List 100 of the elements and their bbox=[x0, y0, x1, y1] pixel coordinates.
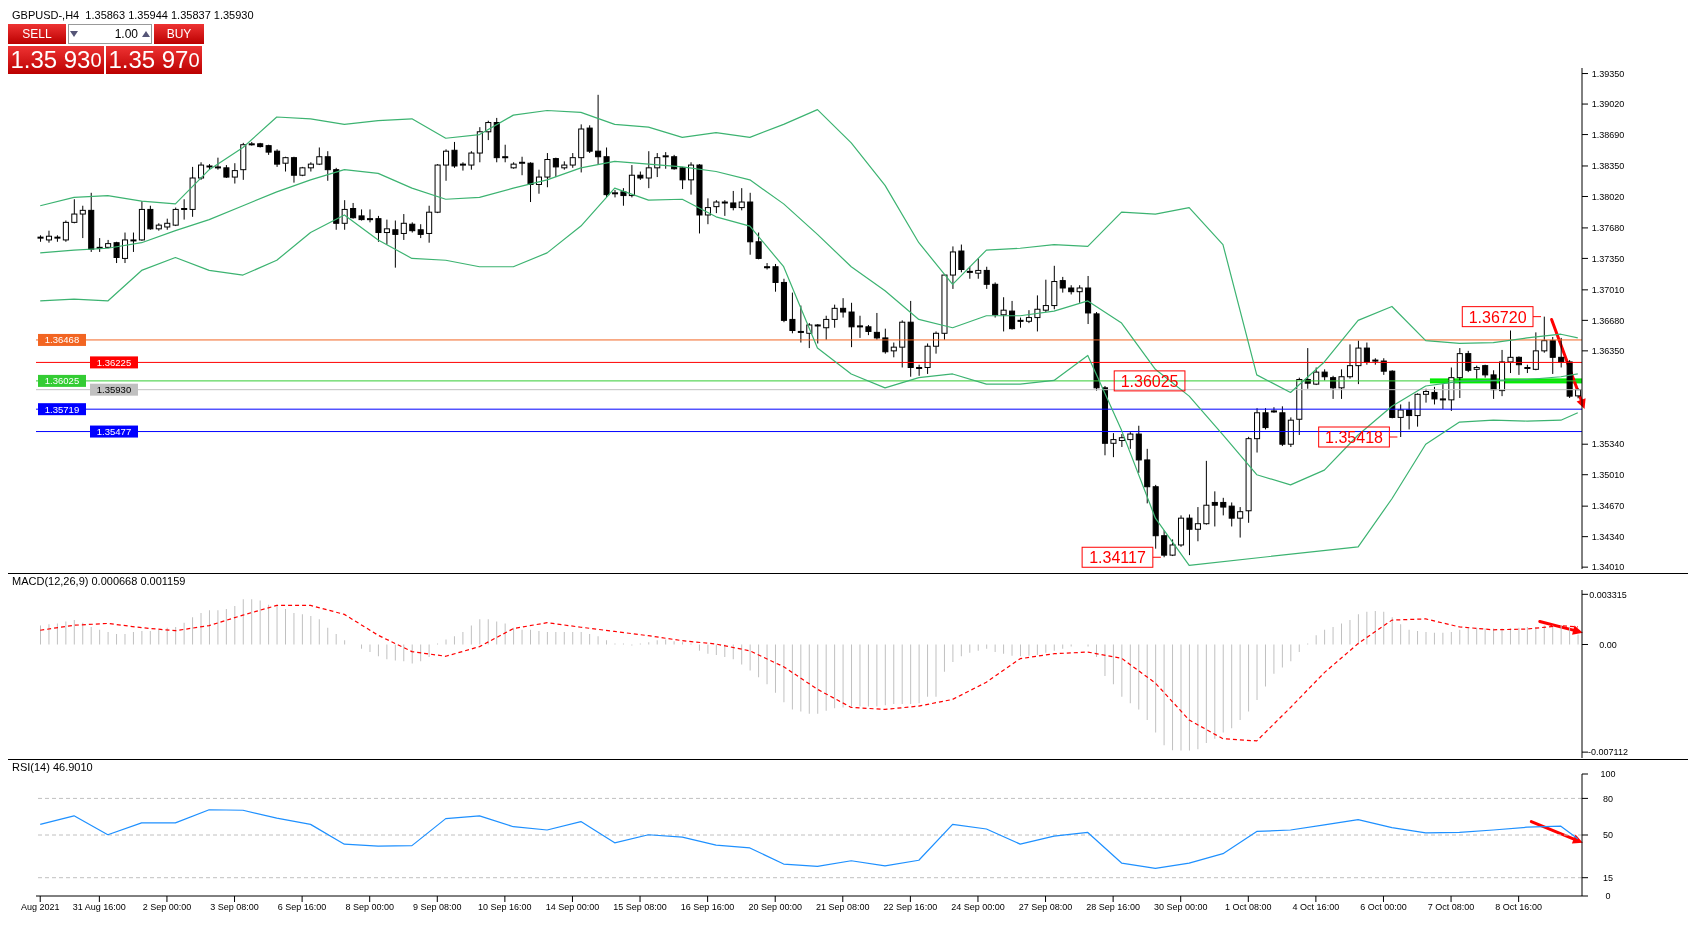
y-tick-label: 1.38350 bbox=[1591, 161, 1625, 172]
y-tick-label: 1.37350 bbox=[1591, 253, 1625, 264]
candlestick bbox=[341, 199, 348, 231]
candlestick bbox=[1558, 337, 1565, 368]
candlestick bbox=[392, 220, 399, 269]
candlestick bbox=[1414, 392, 1421, 428]
candlestick bbox=[1465, 350, 1472, 373]
candlestick bbox=[983, 266, 990, 290]
x-tick-label: 6 Oct 00:00 bbox=[1360, 902, 1407, 913]
x-tick-label: 9 Sep 08:00 bbox=[413, 902, 462, 913]
x-tick-label: Aug 2021 bbox=[20, 902, 60, 913]
y-tick-label: 1.36680 bbox=[1591, 315, 1625, 326]
y-tick-label: 1.39020 bbox=[1591, 99, 1625, 110]
candlestick bbox=[1194, 506, 1201, 542]
candlestick bbox=[1000, 296, 1007, 332]
candlestick bbox=[628, 164, 635, 198]
candlestick bbox=[45, 230, 53, 244]
x-tick-label: 20 Sep 00:00 bbox=[748, 902, 802, 913]
candlestick bbox=[738, 187, 745, 211]
y-tick-label: 1.34670 bbox=[1591, 501, 1625, 512]
candlestick bbox=[797, 305, 804, 344]
chart-title: MACD(12,26,9) 0.000668 0.001159 bbox=[12, 575, 186, 587]
x-tick-label: 3 Sep 08:00 bbox=[210, 902, 259, 913]
candlestick bbox=[789, 292, 796, 334]
candlestick bbox=[1397, 403, 1404, 438]
candlestick bbox=[1541, 316, 1548, 354]
candlestick bbox=[1262, 407, 1269, 430]
candlestick bbox=[1355, 340, 1362, 385]
candlestick bbox=[231, 162, 238, 185]
y-tick-label: 1.38020 bbox=[1591, 191, 1625, 202]
x-tick-label: 4 Oct 16:00 bbox=[1292, 902, 1340, 913]
y-tick-label: -0.007112 bbox=[1588, 747, 1628, 758]
candlestick bbox=[375, 215, 382, 243]
candlestick bbox=[688, 161, 695, 196]
candlestick bbox=[1186, 513, 1193, 556]
candlestick bbox=[383, 219, 390, 246]
candlestick bbox=[1042, 279, 1049, 313]
candlestick bbox=[595, 94, 602, 165]
candlestick bbox=[544, 152, 551, 188]
y-tick-label: 50 bbox=[1602, 830, 1614, 841]
annotation: 1.36720 bbox=[1468, 308, 1527, 326]
y-tick-label: 1.35010 bbox=[1591, 469, 1625, 480]
x-tick-label: 16 Sep 16:00 bbox=[680, 902, 735, 913]
y-tick-label: 1.37680 bbox=[1591, 223, 1625, 234]
candlestick bbox=[848, 302, 855, 348]
ref-line-label: 1.36025 bbox=[44, 375, 80, 387]
y-tick-label: 1.37010 bbox=[1591, 285, 1625, 296]
candlestick bbox=[840, 297, 847, 319]
candlestick bbox=[772, 263, 779, 293]
candlestick bbox=[916, 364, 923, 377]
candlestick bbox=[121, 232, 129, 264]
candlestick bbox=[645, 150, 652, 189]
y-tick-label: 15 bbox=[1602, 872, 1614, 883]
y-tick-label: 0.003315 bbox=[1589, 589, 1627, 600]
candlestick bbox=[814, 323, 821, 344]
x-tick-label: 10 Sep 16:00 bbox=[478, 902, 532, 913]
x-tick-label: 27 Sep 08:00 bbox=[1018, 902, 1073, 913]
candlestick bbox=[468, 150, 475, 171]
x-tick-label: 7 Oct 08:00 bbox=[1427, 902, 1475, 913]
candlestick bbox=[1346, 343, 1354, 380]
ref-line-label: 1.35477 bbox=[96, 426, 132, 438]
chart-title: RSI(14) 46.9010 bbox=[12, 761, 93, 773]
candlestick bbox=[1034, 294, 1041, 332]
candlestick bbox=[611, 189, 619, 198]
candlestick bbox=[459, 161, 466, 172]
x-tick-label: 1 Oct 08:00 bbox=[1225, 902, 1272, 913]
line-series bbox=[39, 109, 1579, 394]
candlestick bbox=[823, 315, 830, 341]
candlestick bbox=[130, 232, 137, 253]
annotation: 1.34117 bbox=[1089, 549, 1146, 567]
candlestick bbox=[147, 205, 154, 231]
candlestick bbox=[958, 244, 965, 273]
y-tick-label: 100 bbox=[1600, 769, 1616, 780]
x-tick-label: 8 Oct 16:00 bbox=[1495, 902, 1542, 913]
x-tick-label: 6 Sep 16:00 bbox=[277, 902, 327, 913]
x-tick-label: 14 Sep 00:00 bbox=[545, 902, 600, 913]
candlestick bbox=[79, 205, 86, 239]
x-tick-label: 21 Sep 08:00 bbox=[816, 902, 870, 913]
candlestick bbox=[1363, 342, 1370, 366]
candlestick bbox=[1203, 460, 1210, 526]
x-tick-label: 22 Sep 16:00 bbox=[883, 902, 938, 913]
candlestick bbox=[1532, 331, 1539, 371]
candlestick bbox=[1228, 501, 1235, 527]
y-tick-label: 1.34340 bbox=[1591, 531, 1625, 542]
x-tick-label: 28 Sep 16:00 bbox=[1086, 902, 1140, 913]
candlestick bbox=[1211, 490, 1218, 527]
candlestick bbox=[755, 232, 762, 260]
candlestick bbox=[1406, 401, 1413, 430]
y-tick-label: 1.38690 bbox=[1591, 129, 1625, 140]
ref-line-label: 1.35719 bbox=[44, 403, 80, 415]
candlestick bbox=[730, 190, 737, 211]
candlestick bbox=[764, 262, 771, 271]
candlestick bbox=[1439, 383, 1446, 410]
candlestick bbox=[366, 208, 374, 223]
x-tick-label: 24 Sep 00:00 bbox=[951, 902, 1005, 913]
candlestick bbox=[535, 169, 543, 195]
x-tick-label: 8 Sep 00:00 bbox=[345, 902, 394, 913]
candlestick bbox=[873, 312, 880, 341]
candlestick bbox=[975, 257, 982, 280]
ref-line-label: 1.35930 bbox=[96, 384, 132, 396]
